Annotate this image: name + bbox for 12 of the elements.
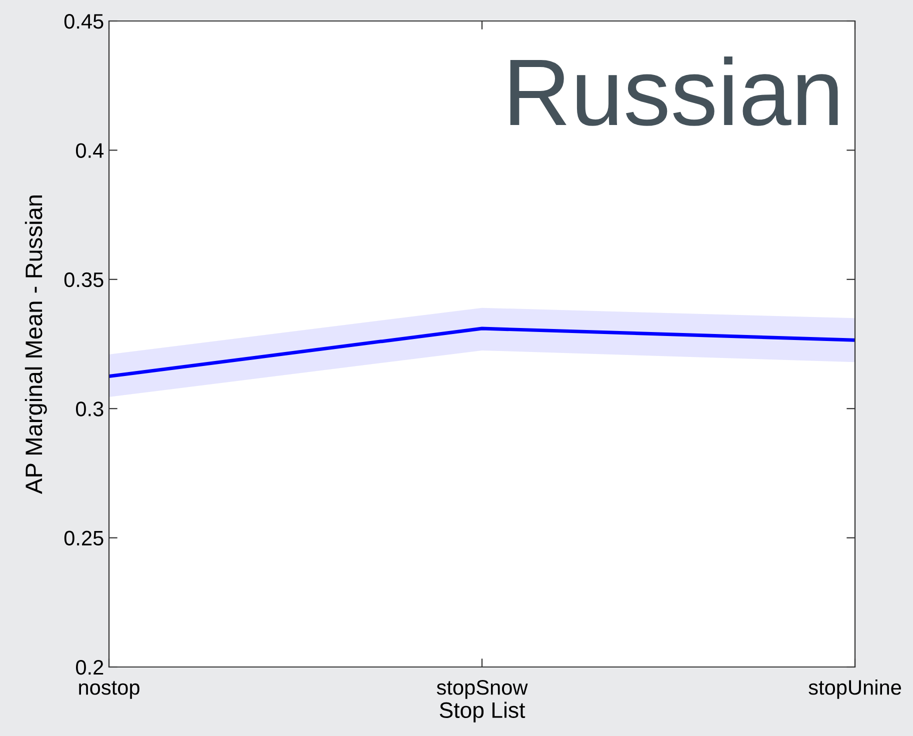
y-tick-label: 0.45 [64,14,104,29]
y-tick-label: 0.3 [76,402,104,416]
y-tick-label: 0.35 [64,272,104,288]
x-tick-label: stopSnow [436,680,528,699]
x-tick-label: nostop [79,681,140,699]
chart-title: Russian [510,56,838,126]
y-axis-title: AP Marginal Mean - Russian [24,195,47,494]
y-tick-label: 0.4 [76,143,104,158]
y-tick-label: 0.2 [76,660,104,675]
x-tick-label: stopUnine [808,680,901,699]
y-tick-label: 0.25 [64,530,104,546]
x-axis-title: Stop List [440,702,526,722]
